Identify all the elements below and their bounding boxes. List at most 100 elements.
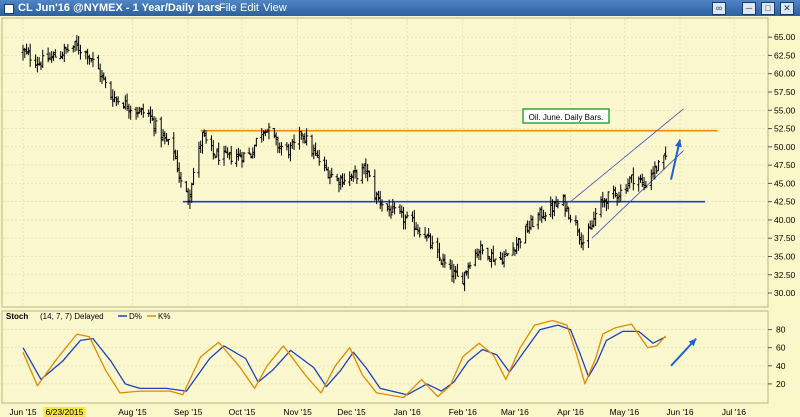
price-y-axis: 30.00 32.50 35.00 37.50 40.00 42.50 45.00 47.50… [768,32,796,298]
ohlc-bar [389,205,393,219]
price-y-tick-label: 60.00 [774,69,796,79]
ohlc-bar [504,249,508,256]
price-level-lines [182,129,718,203]
price-channel [570,108,684,239]
ohlc-bar [511,242,515,256]
ohlc-bar [437,242,442,262]
ohlc-bar [355,169,359,185]
ohlc-bar [254,137,258,147]
x-axis-bg [0,406,800,417]
x-tick-label: Aug '15 [118,407,147,417]
ohlc-bar [556,199,560,209]
close-icon[interactable]: ✕ [780,2,794,15]
ohlc-bar [619,184,623,202]
menu-view[interactable]: View [263,2,287,14]
annotation-frame [522,108,610,124]
price-grid [3,19,767,306]
x-tick-label: Nov '15 [283,407,312,417]
ohlc-bar [41,49,45,68]
ohlc-bar [91,52,95,68]
stoch-lines [22,319,667,399]
ohlc-bar [292,134,296,151]
x-tick-label: Jan '16 [394,407,421,417]
minimize-icon[interactable]: ─ [742,2,756,15]
ohlc-bar [116,96,120,105]
ohlc-bar [229,145,233,165]
ohlc-bar [606,191,610,210]
x-highlight-box [43,407,86,417]
x-tick-label: Jun '15 [9,407,36,417]
ohlc-bar [581,234,585,251]
stoch-y-tick-label: 20 [776,379,786,389]
ohlc-bar [392,202,397,215]
ohlc-bar [129,105,133,120]
ohlc-bar [506,253,510,257]
x-tick-label: Jul '16 [722,407,747,417]
maximize-icon[interactable]: □ [761,2,775,15]
stoch-y-tick-label: 80 [776,325,786,335]
stoch-params: (14, 7, 7) Delayed [40,312,104,321]
stoch-y-tick-label: 60 [776,343,786,353]
ohlc-bar [502,251,506,268]
ohlc-bar [565,202,569,213]
ohlc-bar [367,170,372,178]
x-tick-label: Apr '16 [557,407,584,417]
ohlc-bar [594,207,598,227]
ohlc-bar [204,130,208,144]
price-y-tick-label: 42.50 [774,197,796,207]
ohlc-bar [330,167,334,178]
stoch-series-d [22,324,666,396]
price-y-tick-label: 30.00 [774,288,796,298]
price-y-tick-label: 62.50 [774,50,796,60]
ohlc-bar [443,254,447,268]
ohlc-bar [191,167,196,185]
ohlc-bar [480,244,485,255]
ohlc-bar [299,130,303,140]
ohlc-bar [179,171,183,188]
link-icon[interactable]: ∞ [712,2,726,15]
ohlc-bar [247,147,251,154]
ohlc-bar [279,142,284,156]
stoch-arrow-head [688,338,697,347]
chart-canvas: 30.00 32.50 35.00 37.50 40.00 42.50 45.00 47.50… [0,16,800,417]
ohlc-bar [267,122,271,140]
ohlc-bar [656,160,661,172]
menu-edit[interactable]: Edit [240,2,259,14]
legend-d-label: D% [129,312,142,321]
price-bars [21,35,668,292]
ohlc-bar [342,173,346,185]
ohlc-bar [664,146,668,160]
stoch-label: Stoch [6,312,28,321]
ohlc-bar [66,43,70,53]
ohlc-bar [468,261,472,270]
price-y-tick-label: 55.00 [774,105,796,115]
x-tick-label: Jun '16 [666,407,693,417]
window-title: CL Jun'16 @NYMEX - 1 Year/Daily bars [18,2,221,14]
price-y-tick-label: 52.50 [774,124,796,134]
stoch-series-k [22,319,667,399]
ohlc-bar [418,227,422,238]
x-tick-label: Feb '16 [449,407,477,417]
stoch-y-axis: 20 40 60 80 [768,325,786,389]
price-plot-area [1,17,769,308]
ohlc-bar [380,199,384,212]
stoch-legend: Stoch (14, 7, 7) Delayed D% K% [6,312,170,321]
ohlc-bar [46,47,50,63]
price-trend-arrow [670,139,682,180]
price-y-tick-label: 47.50 [774,160,796,170]
ohlc-bar [531,215,535,228]
ohlc-bar [211,139,215,160]
ohlc-bar [305,128,309,146]
menu-file[interactable]: File [219,2,237,14]
x-tick-label: 6/23/2015 [46,407,84,417]
ohlc-bar [543,212,547,222]
price-y-tick-label: 32.50 [774,270,796,280]
channel-line-lower [591,150,684,239]
window-menu-icon[interactable] [4,4,14,14]
ohlc-bar [154,117,158,134]
ohlc-bar [217,142,221,166]
ohlc-bar [141,103,145,118]
x-tick-label: Sep '15 [174,407,203,417]
stoch-y-tick-label: 40 [776,361,786,371]
